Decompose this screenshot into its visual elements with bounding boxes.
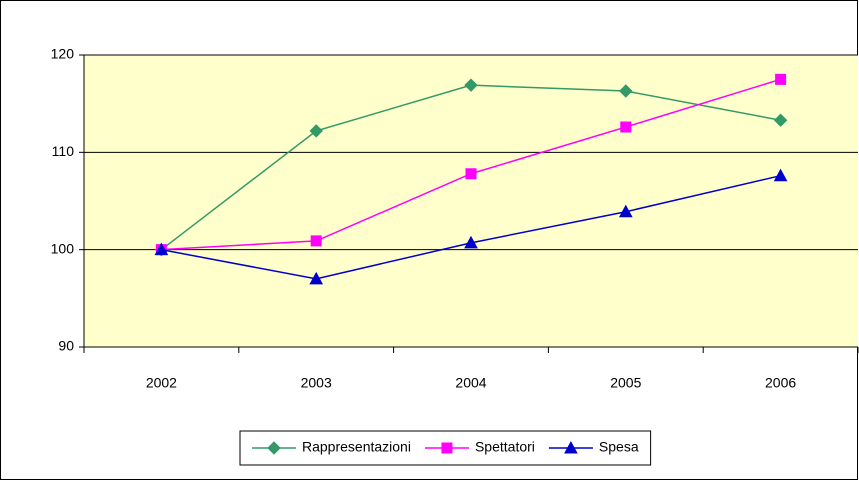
- x-tick-label: 2005: [610, 375, 641, 391]
- legend-label: Spesa: [599, 439, 639, 455]
- legend: Rappresentazioni Spettatori Spesa: [239, 430, 652, 466]
- y-tick-label: 100: [51, 240, 75, 256]
- data-point: [309, 124, 323, 138]
- data-point: [620, 121, 632, 133]
- x-tick-label: 2004: [455, 375, 486, 391]
- x-tick-label: 2003: [301, 375, 332, 391]
- y-tick-label: 110: [52, 143, 75, 159]
- data-point: [154, 242, 169, 256]
- data-point: [464, 78, 478, 92]
- data-point: [465, 168, 477, 180]
- data-point: [618, 204, 633, 218]
- legend-marker: [564, 440, 578, 454]
- data-point: [773, 113, 788, 127]
- legend-label: Rappresentazioni: [302, 439, 411, 455]
- legend-label: Spettatori: [475, 439, 535, 455]
- legend-marker: [267, 441, 281, 455]
- data-point: [464, 235, 478, 249]
- y-tick-label: 90: [58, 338, 74, 354]
- data-point: [773, 168, 788, 182]
- data-point: [310, 235, 322, 247]
- legend-marker: [441, 442, 453, 454]
- data-point: [619, 84, 633, 98]
- y-tick-label: 120: [51, 46, 75, 62]
- x-tick-label: 2002: [146, 375, 177, 391]
- data-point: [775, 73, 787, 85]
- plot-area: [84, 55, 858, 347]
- x-tick-label: 2006: [765, 375, 796, 391]
- data-point: [309, 271, 324, 285]
